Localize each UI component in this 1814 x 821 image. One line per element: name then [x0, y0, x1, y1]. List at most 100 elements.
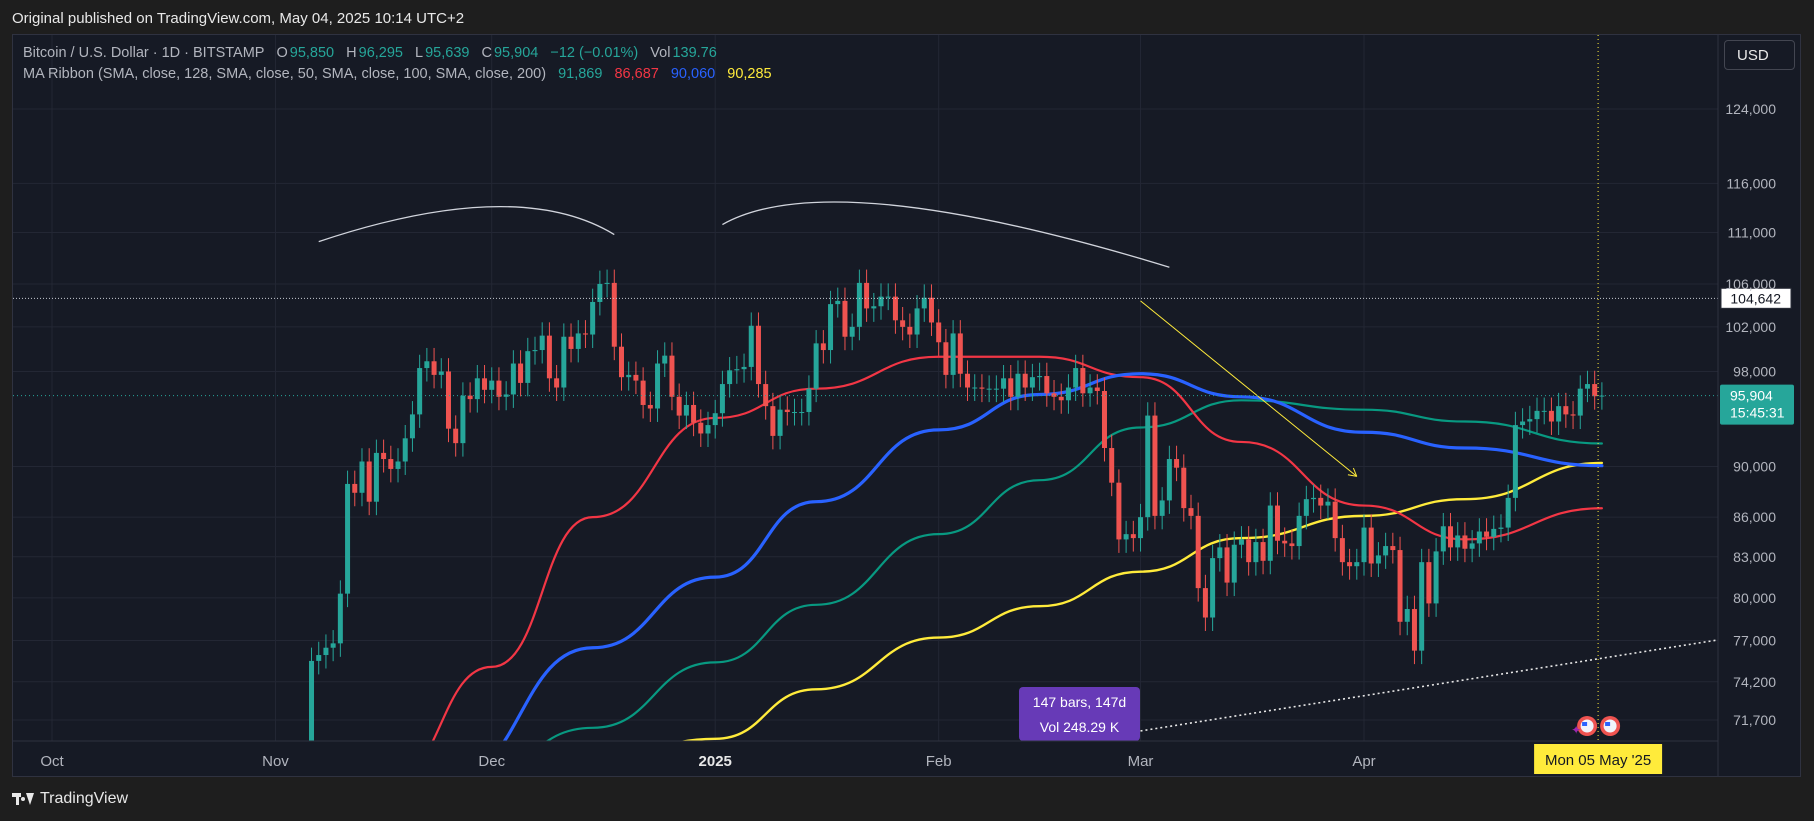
- candle-body: [914, 308, 920, 335]
- candle-body: [438, 371, 444, 375]
- horizontal-level-tag: [1720, 287, 1792, 309]
- ma100-value: 90,060: [670, 66, 716, 82]
- candle-body: [828, 304, 834, 351]
- candle-body: [1282, 540, 1288, 544]
- time-tick-label: Nov: [262, 753, 289, 770]
- candle-body: [1347, 562, 1353, 567]
- arc-drawing-1[interactable]: [318, 206, 615, 243]
- drawings[interactable]: [318, 201, 1761, 732]
- chart-frame[interactable]: [12, 34, 1801, 777]
- ma-ribbon-label: MA Ribbon (SMA, close, 128, SMA, close, …: [23, 66, 547, 82]
- candle-body: [676, 396, 682, 416]
- candle-body: [921, 297, 927, 309]
- candle-body: [1008, 378, 1014, 397]
- candle-body: [597, 283, 603, 302]
- published-caption: Original published on TradingView.com, M…: [12, 10, 465, 27]
- candle-body: [575, 333, 581, 349]
- price-tick-label: 111,000: [1727, 225, 1776, 241]
- candle-body: [1498, 527, 1504, 529]
- candle-body: [986, 388, 992, 390]
- candle-body: [1044, 376, 1050, 394]
- candle-body: [568, 336, 574, 349]
- price-tick-label: 86,000: [1733, 509, 1776, 525]
- currency-button[interactable]: USD: [1724, 40, 1795, 70]
- candle-body: [503, 394, 509, 397]
- volume-label: Vol: [650, 45, 671, 61]
- measure-volume-label: Vol 248.29 K: [1040, 719, 1120, 735]
- candle-body: [467, 395, 473, 400]
- candle-body: [1195, 515, 1201, 589]
- candle-body: [402, 438, 408, 462]
- candle-body: [1411, 609, 1417, 651]
- candle-body: [323, 647, 329, 656]
- close-value: 95,904: [493, 45, 539, 61]
- candle-body: [1001, 378, 1007, 389]
- candle-body: [417, 368, 423, 415]
- candle-body: [1491, 528, 1497, 537]
- candle-body: [474, 378, 480, 400]
- candle-body: [792, 412, 798, 414]
- candle-body: [1289, 543, 1295, 547]
- candle-body: [1383, 546, 1389, 556]
- price-tick-label: 90,000: [1733, 458, 1776, 474]
- time-tick-label: Oct: [40, 753, 64, 770]
- candle-body: [770, 406, 776, 436]
- sparkle-icon: ✦: [1571, 723, 1581, 737]
- last-price-label: 95,904: [1730, 388, 1773, 404]
- candle-body: [1188, 508, 1194, 516]
- candle-body: [1419, 562, 1425, 651]
- arc-drawing-2[interactable]: [722, 201, 1170, 268]
- yellow-arrow-line[interactable]: [1140, 300, 1358, 477]
- candle-body: [1051, 393, 1057, 397]
- candle-body: [1361, 527, 1367, 563]
- candle-body: [1455, 535, 1461, 548]
- ma100-line: [502, 372, 1604, 741]
- candle-body: [669, 355, 675, 397]
- candle-body: [979, 387, 985, 389]
- candle-body: [431, 361, 437, 375]
- candle-body: [900, 320, 906, 327]
- candle-body: [1476, 531, 1482, 544]
- candle-body: [1339, 538, 1345, 563]
- candle-body: [1130, 534, 1136, 539]
- candle-body: [1260, 542, 1266, 561]
- price-tick-label: 77,000: [1733, 632, 1776, 648]
- candle-body: [1080, 368, 1086, 394]
- candle-body: [1238, 539, 1244, 545]
- price-tick-label: 71,700: [1733, 712, 1776, 728]
- footer-brand-name: TradingView: [40, 790, 129, 807]
- candle-body: [510, 363, 516, 395]
- arrow-head: [1352, 467, 1358, 477]
- candle-body: [554, 378, 560, 388]
- candle-body: [777, 409, 783, 436]
- candle-body: [892, 296, 898, 321]
- candle-body: [1354, 562, 1360, 567]
- candle-body: [1210, 558, 1216, 618]
- candle-body: [1484, 531, 1490, 537]
- candle-body: [1440, 526, 1446, 552]
- candle-body: [965, 373, 971, 388]
- time-tick-label: Mar: [1128, 753, 1154, 770]
- ma-ribbon-legend[interactable]: MA Ribbon (SMA, close, 128, SMA, close, …: [23, 66, 774, 82]
- candle-body: [813, 343, 819, 389]
- candlesticks: [309, 269, 1605, 741]
- price-tick-label: 83,000: [1733, 549, 1776, 565]
- price-tick-label: 106,000: [1725, 276, 1776, 292]
- footer-brand[interactable]: TradingView: [12, 790, 128, 808]
- candle-body: [1512, 425, 1518, 498]
- candle-body: [1397, 550, 1403, 622]
- candle-body: [518, 363, 524, 383]
- change-value: −12 (−0.01%): [550, 45, 639, 61]
- candle-body: [1174, 459, 1180, 468]
- candle-body: [878, 296, 884, 307]
- candle-body: [640, 380, 646, 405]
- price-tick-label: 124,000: [1725, 101, 1776, 117]
- candle-body: [1037, 376, 1043, 378]
- candle-body: [1073, 368, 1079, 388]
- candle-body: [1253, 542, 1259, 563]
- low-label: L: [415, 45, 424, 61]
- price-tick-label: 98,000: [1733, 363, 1776, 379]
